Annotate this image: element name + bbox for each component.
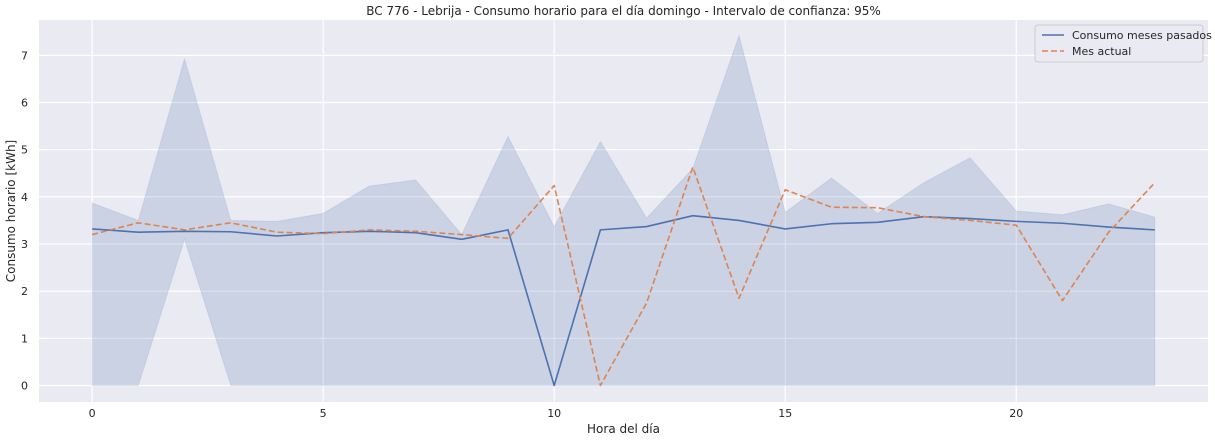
y-tick-label: 2 [21,285,28,298]
legend-box [1034,24,1204,63]
series-line-1 [92,214,1155,387]
series-lines [91,166,1156,387]
x-tick-label: 0 [89,407,96,420]
x-tick-label: 20 [1009,407,1023,420]
y-tick-label: 7 [21,49,28,62]
chart-title: BC 776 - Lebrija - Consumo horario para … [366,4,881,18]
legend-label: Mes actual [1072,45,1131,58]
legend: Consumo meses pasados Mes actual [1034,24,1212,63]
y-tick-label: 3 [21,238,28,251]
y-axis-label: Consumo horario [kWh] [4,140,18,282]
x-tick-label: 15 [778,407,792,420]
y-tick-label: 5 [21,144,28,157]
x-tick-label: 10 [547,407,561,420]
y-tick-label: 4 [21,191,28,204]
y-tick-label: 0 [21,379,28,392]
legend-label: Consumo meses pasados [1072,29,1212,42]
x-tick-label: 5 [320,407,327,420]
x-axis-label: Hora del día [587,422,660,436]
grid [39,20,1208,402]
tick-labels: 0 5 10 15 20 0 1 2 3 4 5 6 7 [21,49,1023,420]
y-tick-label: 1 [21,332,28,345]
series-line-2 [91,166,1156,387]
y-tick-label: 6 [21,97,28,110]
